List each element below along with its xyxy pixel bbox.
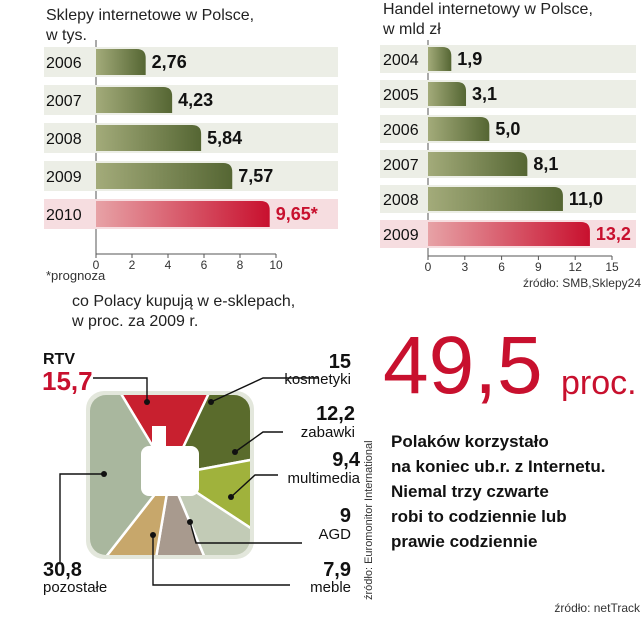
pie-leader-lines xyxy=(59,377,318,586)
pie-label-zabawki-name: zabawki xyxy=(301,424,355,441)
pie-slice-multimedia xyxy=(167,471,250,555)
pie-slice-AGD xyxy=(145,470,226,555)
category-label-2007: 2007 xyxy=(46,93,82,110)
value-label-2009: 7,57 xyxy=(238,166,273,186)
pie-label-pozostale-name: pozostałe xyxy=(43,579,107,596)
pie-slice-meble xyxy=(90,474,172,555)
x-tick-label-9: 9 xyxy=(535,260,542,274)
pie-slice-RTV xyxy=(95,395,232,478)
bar-2010 xyxy=(96,201,270,227)
row-band-2004 xyxy=(380,45,636,73)
x-tick-label-0: 0 xyxy=(425,260,432,274)
shops-chart-footnote: *prognoza xyxy=(46,268,106,283)
stat-text-line-1: Polaków korzystało xyxy=(391,432,549,451)
internet-usage-stat: 49,5 proc. Polaków korzystało na koniec … xyxy=(383,320,641,615)
pie-label-agd-value: 9 xyxy=(340,505,351,527)
pie-slice-pozostałe xyxy=(90,395,172,555)
value-label-2008: 5,84 xyxy=(207,128,242,148)
category-label-2005: 2005 xyxy=(383,87,419,104)
bar-2009 xyxy=(428,222,590,246)
category-label-2007: 2007 xyxy=(383,157,419,174)
stat-text-line-3: Niemal trzy czwarte xyxy=(391,482,549,501)
value-label-2006: 5,0 xyxy=(495,119,520,139)
stat-source: źródło: netTrack xyxy=(554,601,641,615)
purchases-chart-title: co Polacy kupują w e-sklepach, xyxy=(72,293,295,310)
purchases-chart: co Polacy kupują w e-sklepach, w proc. z… xyxy=(42,293,375,600)
category-label-2009: 2009 xyxy=(46,169,82,186)
pie-label-agd-name: AGD xyxy=(318,526,351,543)
bar-2005 xyxy=(428,82,467,106)
x-tick-label-12: 12 xyxy=(569,260,583,274)
x-tick-label-8: 8 xyxy=(237,258,244,272)
bar-2007 xyxy=(428,152,528,176)
pie-label-rtv-value: 15,7 xyxy=(42,366,93,396)
ecommerce-chart: Handel internetowy w Polsce, w mld zł 20… xyxy=(380,1,641,290)
pie-label-multimedia-name: multimedia xyxy=(287,470,360,487)
category-label-2006: 2006 xyxy=(383,122,419,139)
row-band-2006 xyxy=(44,47,338,77)
row-band-2005 xyxy=(380,80,636,108)
bar-2007 xyxy=(96,87,173,113)
pie-label-kosmetyki-value: 15 xyxy=(329,351,351,373)
bar-2004 xyxy=(428,47,452,71)
purchases-chart-subtitle: w proc. za 2009 r. xyxy=(71,313,198,330)
pie-label-multimedia-value: 9,4 xyxy=(332,449,361,471)
value-label-2007: 4,23 xyxy=(178,90,213,110)
category-label-2009: 2009 xyxy=(383,227,419,244)
category-label-2008: 2008 xyxy=(46,131,82,148)
value-label-2009: 13,2 xyxy=(596,224,631,244)
pie-label-meble-name: meble xyxy=(310,579,351,596)
x-tick-label-4: 4 xyxy=(165,258,172,272)
value-label-2006: 2,76 xyxy=(152,52,187,72)
x-tick-label-3: 3 xyxy=(461,260,468,274)
value-label-2005: 3,1 xyxy=(472,84,497,104)
bar-2006 xyxy=(96,49,146,75)
value-label-2010: 9,65* xyxy=(276,204,318,224)
pie-center-hole xyxy=(141,426,199,496)
x-tick-label-0: 0 xyxy=(93,258,100,272)
category-label-2010: 2010 xyxy=(46,207,82,224)
stat-text-line-5: prawie codziennie xyxy=(391,532,537,551)
bar-2008 xyxy=(428,187,563,211)
ecommerce-chart-subtitle: w mld zł xyxy=(382,21,441,38)
bar-2009 xyxy=(96,163,233,189)
category-label-2008: 2008 xyxy=(383,192,419,209)
category-label-2004: 2004 xyxy=(383,52,419,69)
pie-label-kosmetyki-name: kosmetyki xyxy=(284,371,351,388)
x-tick-label-6: 6 xyxy=(498,260,505,274)
ecommerce-chart-source: źródło: SMB,Sklepy24 xyxy=(523,276,641,290)
stat-text-line-4: robi to codziennie lub xyxy=(391,507,567,526)
value-label-2008: 11,0 xyxy=(569,189,603,209)
ecommerce-chart-title: Handel internetowy w Polsce, xyxy=(383,1,593,18)
category-label-2006: 2006 xyxy=(46,55,82,72)
stat-number: 49,5 xyxy=(383,320,543,411)
shops-chart: Sklepy internetowe w Polsce, w tys. 2006… xyxy=(44,7,338,283)
x-tick-label-15: 15 xyxy=(605,260,619,274)
row-band-2007 xyxy=(44,85,338,115)
pie-label-meble-value: 7,9 xyxy=(323,559,351,581)
value-label-2004: 1,9 xyxy=(457,49,482,69)
stat-unit: proc. xyxy=(561,364,637,402)
bar-2006 xyxy=(428,117,490,141)
pie-label-pozostale-value: 30,8 xyxy=(43,559,82,581)
purchases-chart-source: źródło: Euromonitor International xyxy=(363,440,375,600)
x-tick-label-10: 10 xyxy=(269,258,283,272)
pie-slice-zabawki xyxy=(166,447,250,554)
stat-text-line-2: na koniec ub.r. z Internetu. xyxy=(391,457,605,476)
bar-2008 xyxy=(96,125,202,151)
pie-label-zabawki-value: 12,2 xyxy=(316,403,355,425)
row-band-2006 xyxy=(380,115,636,143)
x-tick-label-2: 2 xyxy=(129,258,136,272)
shops-chart-title: Sklepy internetowe w Polsce, xyxy=(46,7,254,24)
pie-slice-kosmetyki xyxy=(167,395,250,477)
x-tick-label-6: 6 xyxy=(201,258,208,272)
value-label-2007: 8,1 xyxy=(533,154,558,174)
pie-label-rtv-name: RTV xyxy=(43,351,75,368)
shops-chart-subtitle: w tys. xyxy=(45,27,87,44)
